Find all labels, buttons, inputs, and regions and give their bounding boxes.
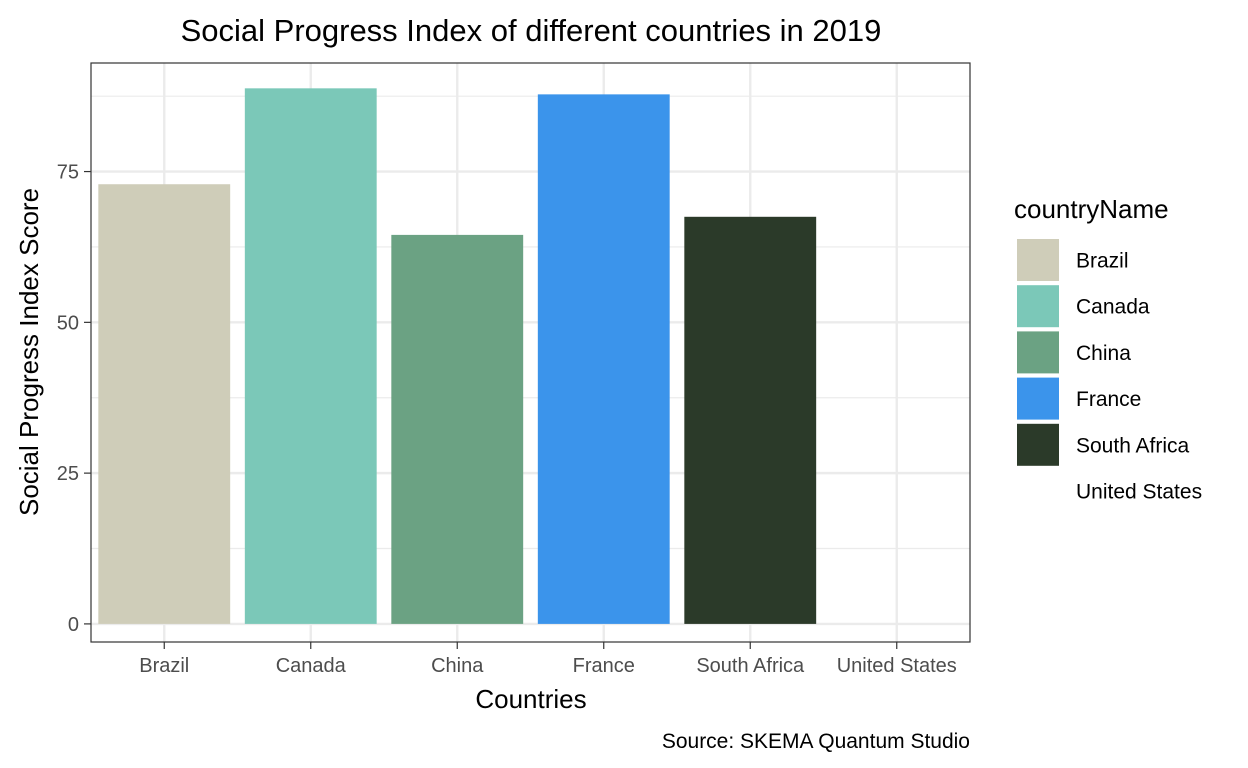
- legend-key-south-africa: [1017, 423, 1059, 466]
- y-axis: 0 25 50 75: [57, 162, 91, 636]
- legend-label: United States: [1076, 481, 1202, 504]
- legend-key-canada: [1017, 285, 1059, 328]
- plot-background: [91, 63, 970, 642]
- y-tick-label: 25: [57, 463, 79, 485]
- legend-key-china: [1017, 331, 1059, 374]
- y-axis-title: Social Progress Index Score: [14, 188, 44, 516]
- bar-canada: [244, 88, 377, 624]
- bar-france: [537, 94, 670, 624]
- y-tick-label: 50: [57, 312, 79, 334]
- legend-label: France: [1076, 388, 1141, 411]
- bar-south-africa: [684, 216, 817, 624]
- x-tick-label: France: [573, 655, 635, 677]
- x-tick-label: Canada: [276, 655, 347, 677]
- x-tick-label: Brazil: [139, 655, 189, 677]
- legend-key-united-states: [1017, 470, 1059, 512]
- x-tick-label: United States: [837, 655, 957, 677]
- legend-key-brazil: [1017, 239, 1059, 281]
- legend-label: South Africa: [1076, 434, 1190, 457]
- x-axis-title: Countries: [475, 684, 586, 714]
- x-axis: Brazil Canada China France South Africa Unite…: [139, 642, 957, 677]
- x-tick-label: China: [431, 655, 484, 677]
- legend-label: Brazil: [1076, 250, 1129, 273]
- legend-label: China: [1076, 342, 1131, 365]
- y-tick-label: 75: [57, 162, 79, 184]
- legend-key-france: [1017, 377, 1059, 420]
- legend: countryName Brazil Canada China France South…: [1014, 194, 1202, 512]
- x-tick-label: South Africa: [696, 655, 805, 677]
- y-tick-label: 0: [68, 614, 79, 636]
- legend-label: Canada: [1076, 296, 1150, 319]
- chart-caption: Source: SKEMA Quantum Studio: [662, 730, 970, 753]
- bar-china: [391, 234, 524, 624]
- bar-brazil: [98, 184, 231, 624]
- plot-border: [90, 62, 971, 643]
- chart-title: Social Progress Index of different count…: [181, 13, 882, 48]
- legend-title: countryName: [1014, 194, 1169, 224]
- bars: [98, 88, 817, 624]
